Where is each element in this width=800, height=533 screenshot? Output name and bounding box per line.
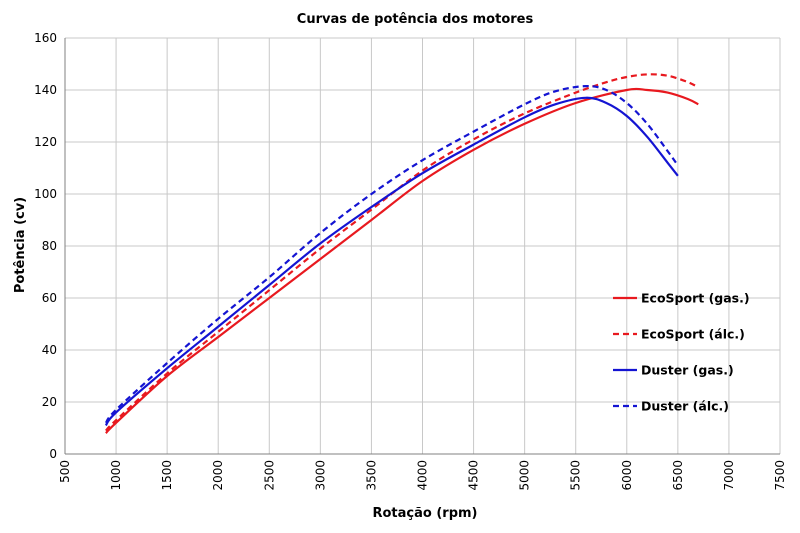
x-axis-title: Rotação (rpm)	[372, 506, 477, 521]
axis-layer: 0 20 40 60 80 100 120 140 160 500 1000 1500 2000 2500…	[34, 31, 787, 491]
series-layer	[104, 73, 699, 434]
x-tick-label: 2500	[262, 460, 276, 491]
legend: EcoSport (gas.) EcoSport (álc.) Duster (ga…	[613, 291, 750, 414]
x-tick-label: 7500	[773, 460, 787, 491]
x-tick-label: 3500	[364, 460, 378, 491]
x-tick-label: 5000	[518, 460, 532, 491]
y-tick-label: 140	[34, 83, 57, 97]
x-tick-label: 7000	[722, 460, 736, 491]
series-line-2	[105, 73, 699, 432]
x-tick-label: 1000	[109, 460, 123, 491]
y-tick-label: 120	[34, 135, 57, 149]
x-tick-label: 500	[58, 460, 72, 483]
x-tick-label: 4500	[467, 460, 481, 491]
series-line-3	[104, 96, 679, 427]
x-tick-label: 6500	[671, 460, 685, 491]
x-tick-label: 2000	[211, 460, 225, 491]
legend-label-2: EcoSport (álc.)	[641, 327, 745, 342]
y-tick-label: 80	[42, 239, 57, 253]
x-tick-label: 6000	[620, 460, 634, 491]
x-tick-label: 1500	[160, 460, 174, 491]
legend-label-4: Duster (álc.)	[641, 399, 729, 414]
y-tick-label: 20	[42, 395, 57, 409]
x-tick-label: 3000	[313, 460, 327, 491]
y-tick-label: 40	[42, 343, 57, 357]
x-tick-label: 5500	[569, 460, 583, 491]
y-tick-label: 100	[34, 187, 57, 201]
y-tick-label: 160	[34, 31, 57, 45]
x-tick-label: 4000	[416, 460, 430, 491]
series-line-1	[105, 87, 699, 434]
y-axis-title: Potência (cv)	[13, 197, 28, 293]
y-tick-label: 0	[49, 447, 57, 461]
legend-label-1: EcoSport (gas.)	[641, 291, 750, 306]
chart-title: Curvas de potência dos motores	[297, 12, 534, 27]
series-line-4	[104, 84, 679, 424]
y-tick-label: 60	[42, 291, 57, 305]
legend-label-3: Duster (gas.)	[641, 363, 734, 378]
